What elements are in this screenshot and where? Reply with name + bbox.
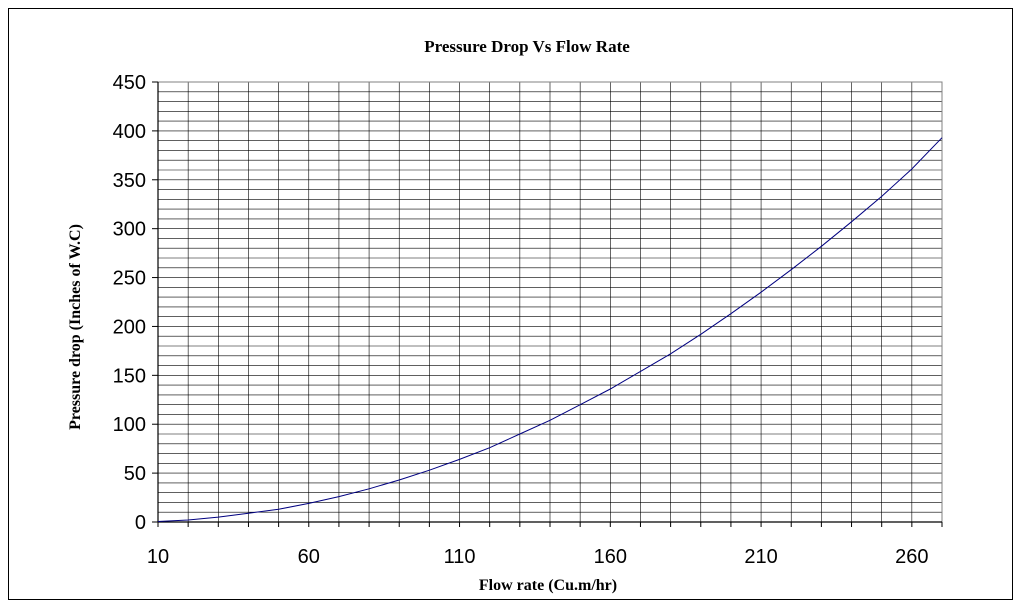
x-axis-title: Flow rate (Cu.m/hr) [479, 577, 617, 594]
series-line [157, 137, 943, 522]
y-tick-label: 100 [113, 414, 146, 436]
y-tick-label: 350 [113, 170, 146, 192]
x-tick-label: 210 [744, 546, 777, 568]
y-tick-label: 400 [113, 121, 146, 143]
x-tick-label: 110 [444, 546, 476, 568]
axes [152, 81, 943, 527]
chart-title: Pressure Drop Vs Flow Rate [424, 37, 630, 56]
x-tick-label: 10 [147, 546, 169, 568]
y-tick-label: 250 [113, 268, 146, 290]
tick-labels: 0 50 100 150 200 250 300 350 400 450 10 60 110 160 210… [113, 72, 929, 568]
chart-frame [8, 8, 1013, 600]
y-tick-label: 50 [124, 463, 146, 485]
x-tick-label: 260 [895, 546, 928, 568]
y-tick-label: 300 [113, 219, 146, 241]
grid-lines [158, 82, 942, 522]
y-tick-label: 0 [135, 512, 146, 534]
x-tick-label: 160 [594, 546, 627, 568]
y-axis-title: Pressure drop (Inches of W.C) [67, 224, 84, 430]
x-tick-label: 60 [298, 546, 320, 568]
series-layer [157, 137, 943, 522]
y-tick-label: 150 [113, 365, 146, 387]
y-tick-label: 200 [113, 316, 146, 338]
y-tick-label: 450 [113, 72, 146, 94]
